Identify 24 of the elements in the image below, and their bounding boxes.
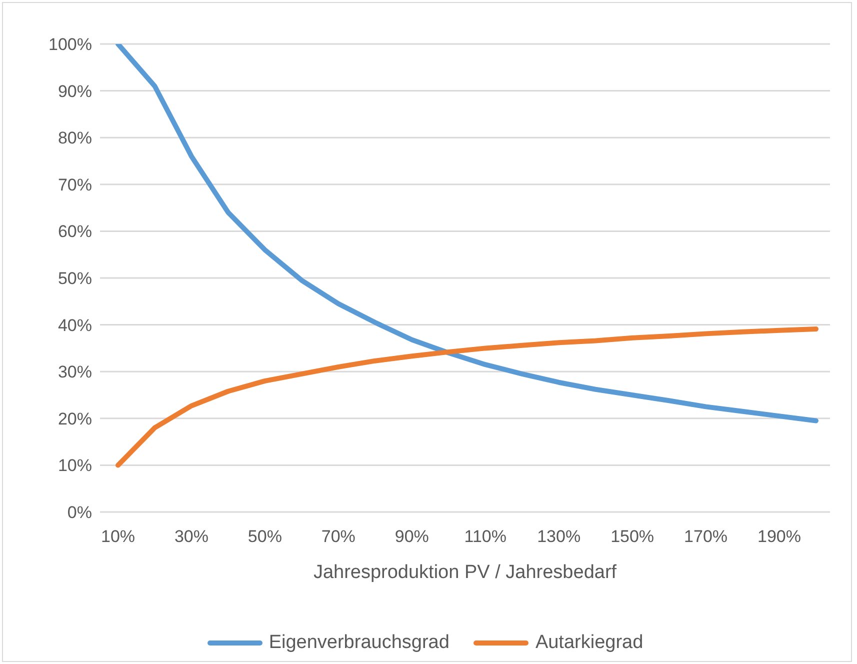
x-tick-label: 50% [248, 527, 282, 546]
x-tick-label: 190% [758, 527, 802, 546]
x-tick-label: 110% [464, 527, 506, 546]
x-tick-label: 170% [684, 527, 728, 546]
y-tick-label: 100% [48, 35, 92, 54]
x-tick-label: 30% [174, 527, 208, 546]
x-tick-label: 70% [321, 527, 356, 546]
y-tick-label: 60% [58, 222, 92, 242]
x-tick-label: 130% [537, 527, 581, 546]
y-tick-label: 80% [58, 128, 92, 148]
x-tick-label: 150% [610, 527, 654, 546]
legend-label: Eigenverbrauchsgrad [268, 632, 450, 654]
y-tick-label: 20% [58, 409, 92, 428]
x-tick-label: 90% [394, 527, 429, 546]
y-tick-label: 50% [58, 269, 92, 288]
y-tick-label: 40% [58, 316, 92, 335]
y-tick-label: 90% [58, 82, 92, 101]
y-tick-label: 30% [58, 362, 92, 382]
x-axis-title: Jahresproduktion PV / Jahresbedarf [313, 562, 618, 583]
y-tick-label: 10% [58, 456, 92, 476]
x-tick-label: 10% [100, 527, 136, 546]
legend-label: Autarkiegrad [534, 632, 644, 654]
y-tick-label: 70% [58, 175, 92, 194]
y-tick-label: 0% [67, 503, 92, 522]
